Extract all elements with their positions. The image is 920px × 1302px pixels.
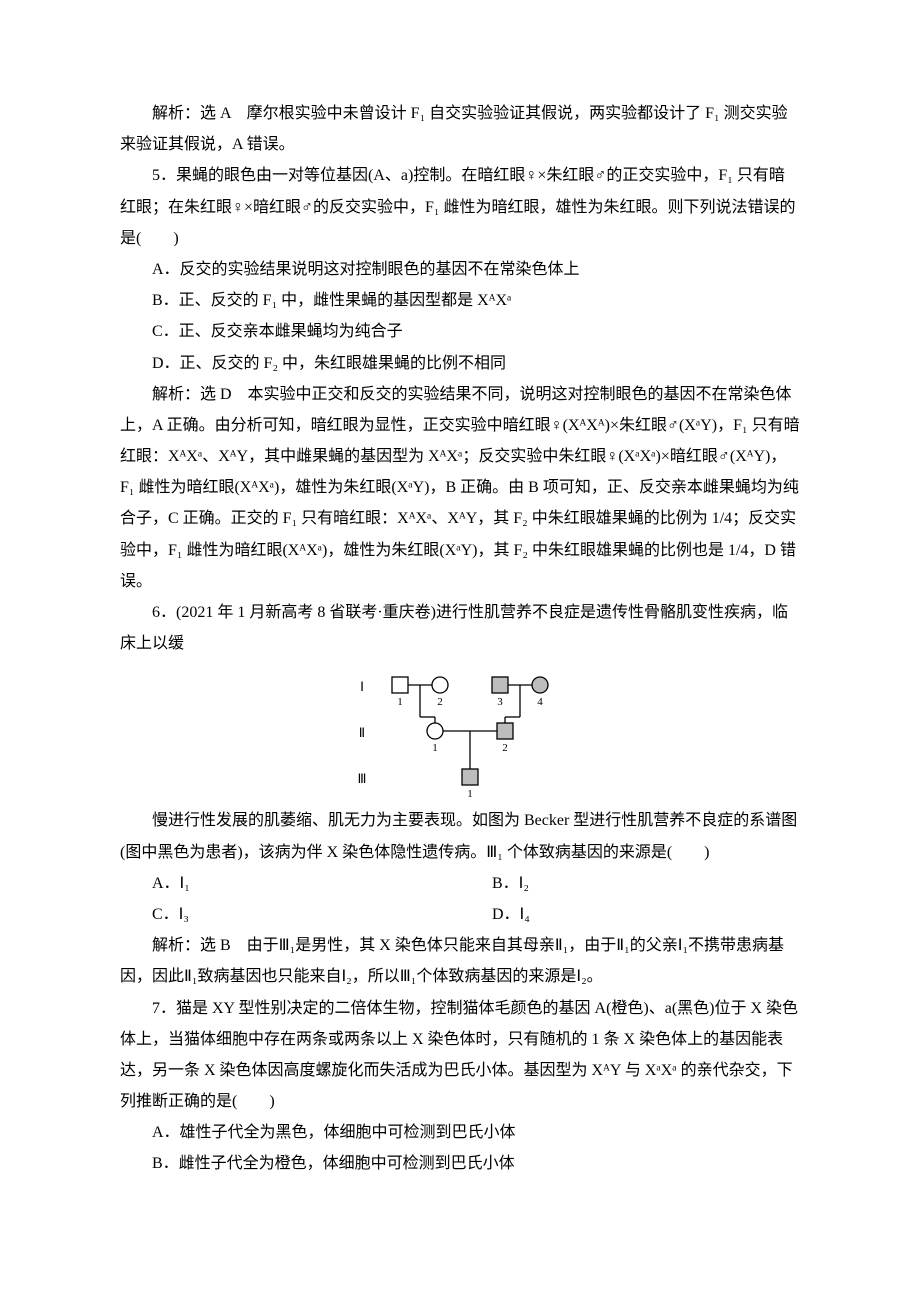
q7-stem: 7．猫是 XY 型性别决定的二倍体生物，控制猫体毛颜色的基因 A(橙色)、a(黑… bbox=[120, 993, 800, 1118]
q7-option-a: A．雄性子代全为黑色，体细胞中可检测到巴氏小体 bbox=[120, 1117, 800, 1148]
page: 解析：选 A 摩尔根实验中未曾设计 F₁ 自交实验验证其假说，两实验都设计了 F… bbox=[0, 0, 920, 1302]
svg-text:2: 2 bbox=[437, 696, 443, 708]
q5-option-d: D．正、反交的 F₂ 中，朱红眼雄果蝇的比例不相同 bbox=[120, 348, 800, 379]
q6-option-d: D．Ⅰ₄ bbox=[460, 899, 800, 930]
q6-analysis: 解析：选 B 由于Ⅲ₁是男性，其 X 染色体只能来自其母亲Ⅱ₁，由于Ⅱ₁的父亲Ⅰ… bbox=[120, 930, 800, 992]
pedigree-svg: 1 2 3 4 1 2 1 Ⅰ Ⅱ Ⅲ bbox=[330, 667, 590, 801]
q6-option-a: A．Ⅰ₁ bbox=[120, 868, 460, 899]
q6-option-b: B．Ⅰ₂ bbox=[460, 868, 800, 899]
q5-analysis: 解析：选 D 本实验中正交和反交的实验结果不同，说明这对控制眼色的基因不在常染色… bbox=[120, 379, 800, 597]
svg-text:Ⅲ: Ⅲ bbox=[358, 771, 367, 786]
q6-option-c: C．Ⅰ₃ bbox=[120, 899, 460, 930]
svg-text:1: 1 bbox=[397, 696, 403, 708]
q6-stem-part1: 6．(2021 年 1 月新高考 8 省联考·重庆卷)进行性肌营养不良症是遗传性… bbox=[120, 597, 800, 659]
svg-text:1: 1 bbox=[467, 788, 473, 800]
svg-text:4: 4 bbox=[537, 696, 543, 708]
svg-text:2: 2 bbox=[502, 742, 508, 754]
q6-options-row2: C．Ⅰ₃ D．Ⅰ₄ bbox=[120, 899, 800, 930]
q5-option-c: C．正、反交亲本雌果蝇均为纯合子 bbox=[120, 316, 800, 347]
q4-analysis: 解析：选 A 摩尔根实验中未曾设计 F₁ 自交实验验证其假说，两实验都设计了 F… bbox=[120, 98, 800, 160]
q7-option-b: B．雌性子代全为橙色，体细胞中可检测到巴氏小体 bbox=[120, 1148, 800, 1179]
q5-option-a: A．反交的实验结果说明这对控制眼色的基因不在常染色体上 bbox=[120, 254, 800, 285]
q6-options-row1: A．Ⅰ₁ B．Ⅰ₂ bbox=[120, 868, 800, 899]
q6-stem-part2: 慢进行性发展的肌萎缩、肌无力为主要表现。如图为 Becker 型进行性肌营养不良… bbox=[120, 805, 800, 867]
q5-option-b: B．正、反交的 F₁ 中，雌性果蝇的基因型都是 XᴬXᵃ bbox=[120, 285, 800, 316]
q5-stem: 5．果蝇的眼色由一对等位基因(A、a)控制。在暗红眼♀×朱红眼♂的正交实验中，F… bbox=[120, 160, 800, 254]
svg-text:3: 3 bbox=[497, 696, 503, 708]
pedigree-figure: 1 2 3 4 1 2 1 Ⅰ Ⅱ Ⅲ bbox=[120, 667, 800, 801]
svg-text:Ⅱ: Ⅱ bbox=[359, 725, 365, 740]
svg-text:1: 1 bbox=[432, 742, 438, 754]
svg-text:Ⅰ: Ⅰ bbox=[360, 679, 364, 694]
